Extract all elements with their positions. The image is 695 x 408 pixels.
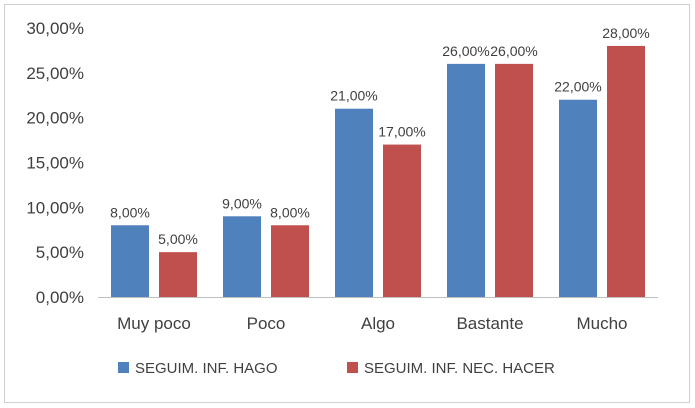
legend-swatch [347, 362, 358, 373]
bar-hago [559, 99, 597, 297]
x-axis: Muy poco Poco Algo Bastante Mucho [98, 297, 658, 333]
data-label: 5,00% [158, 231, 198, 247]
x-tick-label: Bastante [456, 314, 523, 333]
y-tick-label: 20,00% [26, 109, 84, 128]
data-labels-group: 8,00% 5,00% 9,00% 8,00% 21,00% 17,00% 26,00% 26… [110, 25, 650, 247]
legend: SEGUIM. INF. HAGO SEGUIM. INF. NEC. HACER [118, 360, 555, 377]
data-label: 21,00% [330, 88, 377, 104]
x-tick-label: Mucho [576, 314, 627, 333]
data-label: 28,00% [602, 25, 649, 41]
bar-nec-hacer [271, 225, 309, 297]
y-tick-label: 10,00% [26, 198, 84, 217]
bar-nec-hacer [383, 144, 421, 297]
y-tick-label: 0,00% [36, 288, 84, 307]
legend-label: SEGUIM. INF. HAGO [135, 360, 278, 377]
bar-nec-hacer [159, 252, 197, 297]
data-label: 8,00% [270, 204, 310, 220]
y-tick-label: 30,00% [26, 19, 84, 38]
data-label: 8,00% [110, 204, 150, 220]
bar-hago [111, 225, 149, 297]
bar-nec-hacer [607, 45, 645, 297]
data-label: 26,00% [442, 43, 489, 59]
legend-swatch [118, 362, 129, 373]
bar-hago [447, 63, 485, 297]
y-tick-label: 15,00% [26, 154, 84, 173]
data-label: 17,00% [378, 124, 425, 140]
data-label: 26,00% [490, 43, 537, 59]
x-tick-label: Algo [361, 314, 395, 333]
y-tick-label: 25,00% [26, 64, 84, 83]
bar-hago [335, 108, 373, 297]
data-label: 9,00% [222, 195, 262, 211]
bar-hago [223, 216, 261, 297]
x-tick-label: Muy poco [117, 314, 191, 333]
y-tick-label: 5,00% [36, 243, 84, 262]
y-axis: 0,00% 5,00% 10,00% 15,00% 20,00% 25,00% 30,00% [26, 19, 84, 307]
legend-label: SEGUIM. INF. NEC. HACER [364, 360, 555, 377]
bars-group [111, 45, 645, 297]
x-tick-label: Poco [247, 314, 286, 333]
data-label: 22,00% [554, 79, 601, 95]
bar-nec-hacer [495, 63, 533, 297]
